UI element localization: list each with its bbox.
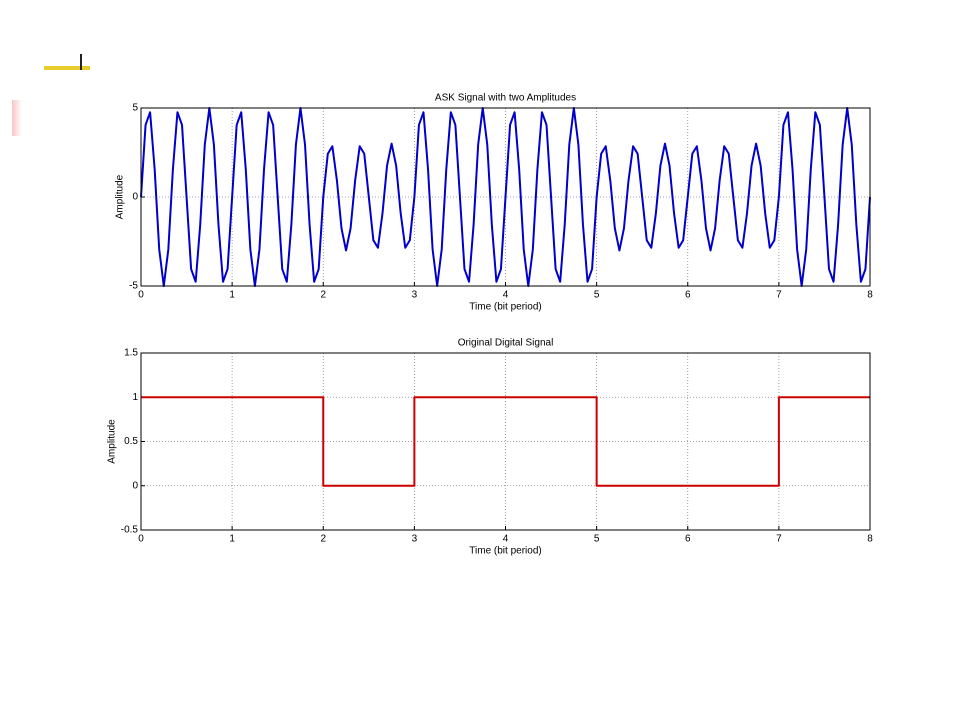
chart-title: ASK Signal with two Amplitudes — [435, 93, 576, 104]
y-tick-label: 1 — [132, 392, 138, 403]
plot-frame — [140, 107, 871, 287]
x-axis-label: Time (bit period) — [469, 546, 541, 557]
x-tick-label: 3 — [412, 290, 418, 301]
y-tick-label: 5 — [132, 103, 138, 114]
x-tick-label: 8 — [867, 290, 873, 301]
x-tick-label: 2 — [320, 534, 326, 545]
signal-line — [141, 396, 870, 487]
x-tick-label: 1 — [229, 534, 235, 545]
y-tick-label: -0.5 — [121, 525, 139, 536]
y-tick-label: 0.5 — [124, 436, 138, 447]
accent-tick — [80, 54, 82, 70]
x-tick-label: 1 — [229, 290, 235, 301]
y-tick-label: -5 — [129, 281, 138, 292]
x-tick-label: 8 — [867, 534, 873, 545]
x-tick-label: 0 — [138, 290, 144, 301]
y-tick-label: 0 — [132, 192, 138, 203]
plot-frame — [140, 352, 871, 531]
x-tick-label: 2 — [320, 290, 326, 301]
x-tick-label: 4 — [503, 534, 509, 545]
x-axis-label: Time (bit period) — [469, 302, 541, 313]
signal-line — [140, 107, 871, 287]
y-tick-label: 1.5 — [124, 348, 138, 359]
x-tick-label: 6 — [685, 290, 691, 301]
x-tick-label: 3 — [412, 534, 418, 545]
x-tick-label: 4 — [503, 290, 509, 301]
x-tick-label: 0 — [138, 534, 144, 545]
chart-title: Original Digital Signal — [458, 338, 554, 349]
x-tick-label: 6 — [685, 534, 691, 545]
accent-gradient — [12, 100, 22, 136]
x-tick-label: 7 — [776, 290, 782, 301]
x-tick-label: 5 — [594, 290, 600, 301]
y-axis-label: Amplitude — [115, 174, 126, 219]
accent-bar — [44, 66, 90, 70]
x-tick-label: 7 — [776, 534, 782, 545]
y-axis-label: Amplitude — [107, 419, 118, 464]
x-tick-label: 5 — [594, 534, 600, 545]
y-tick-label: 0 — [132, 480, 138, 491]
